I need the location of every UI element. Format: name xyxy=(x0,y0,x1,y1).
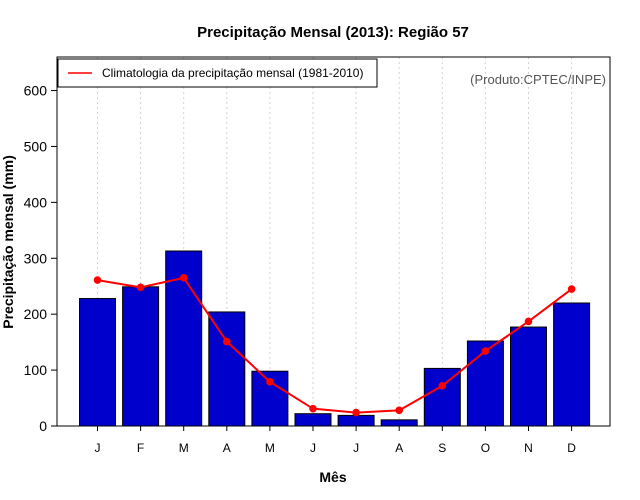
x-tick-label: J xyxy=(353,441,359,455)
y-axis-title: Precipitação mensal (mm) xyxy=(0,155,16,329)
climatology-point-8 xyxy=(395,406,404,415)
bar-10 xyxy=(466,340,504,427)
climatology-point-11 xyxy=(524,317,533,326)
y-tick-label: 200 xyxy=(24,306,48,322)
legend: Climatologia da precipitação mensal (198… xyxy=(57,58,378,88)
y-tick-label: 0 xyxy=(39,418,47,434)
chart-title: Precipitação Mensal (2013): Região 57 xyxy=(197,24,469,41)
bar-6 xyxy=(294,413,332,427)
climatology-point-4 xyxy=(223,337,231,346)
climatology-point-3 xyxy=(179,274,188,282)
y-tick-label: 100 xyxy=(24,362,48,378)
bar-8 xyxy=(380,419,418,427)
x-axis-title: Mês xyxy=(319,469,346,485)
x-tick-label: M xyxy=(179,441,189,455)
climatology-point-6 xyxy=(309,404,317,413)
bar-12 xyxy=(553,302,591,427)
climatology-point-9 xyxy=(438,381,447,390)
bar-1 xyxy=(79,298,116,427)
x-tick-label: M xyxy=(265,441,275,455)
x-tick-label: O xyxy=(481,441,490,455)
x-tick-label: D xyxy=(567,441,576,455)
climatology-point-2 xyxy=(136,283,145,292)
gridlines xyxy=(97,57,573,426)
plot-frame xyxy=(56,56,611,427)
climatology-line-group xyxy=(93,274,576,417)
climatology-point-10 xyxy=(481,347,490,355)
climatology-point-12 xyxy=(567,285,576,293)
x-tick-label: A xyxy=(223,441,231,455)
x-tick-label: J xyxy=(310,441,316,455)
bars-group xyxy=(79,250,591,427)
x-tick-label: F xyxy=(137,441,144,455)
legend-label: Climatologia da precipitação mensal (198… xyxy=(102,66,363,80)
y-tick-label: 300 xyxy=(24,250,48,266)
bar-7 xyxy=(337,414,375,427)
y-axis: 0 100 200 300 400 500 600 xyxy=(24,83,57,434)
climatology-line xyxy=(97,276,573,414)
x-tick-label: S xyxy=(438,441,446,455)
legend-box xyxy=(57,58,378,88)
bar-4 xyxy=(208,311,246,427)
x-tick-label: A xyxy=(395,441,403,455)
bar-9 xyxy=(423,367,461,427)
climatology-point-1 xyxy=(93,276,102,284)
source-annotation: (Produto:CPTEC/INPE) xyxy=(470,72,606,87)
climatology-point-5 xyxy=(266,378,274,386)
bar-11 xyxy=(510,326,547,427)
y-tick-label: 500 xyxy=(24,138,48,154)
bar-2 xyxy=(122,286,160,427)
x-tick-label: N xyxy=(524,441,533,455)
y-tick-label: 600 xyxy=(24,83,48,99)
x-tick-label: J xyxy=(95,441,101,455)
y-tick-label: 400 xyxy=(24,194,48,210)
climatology-point-7 xyxy=(352,408,360,417)
